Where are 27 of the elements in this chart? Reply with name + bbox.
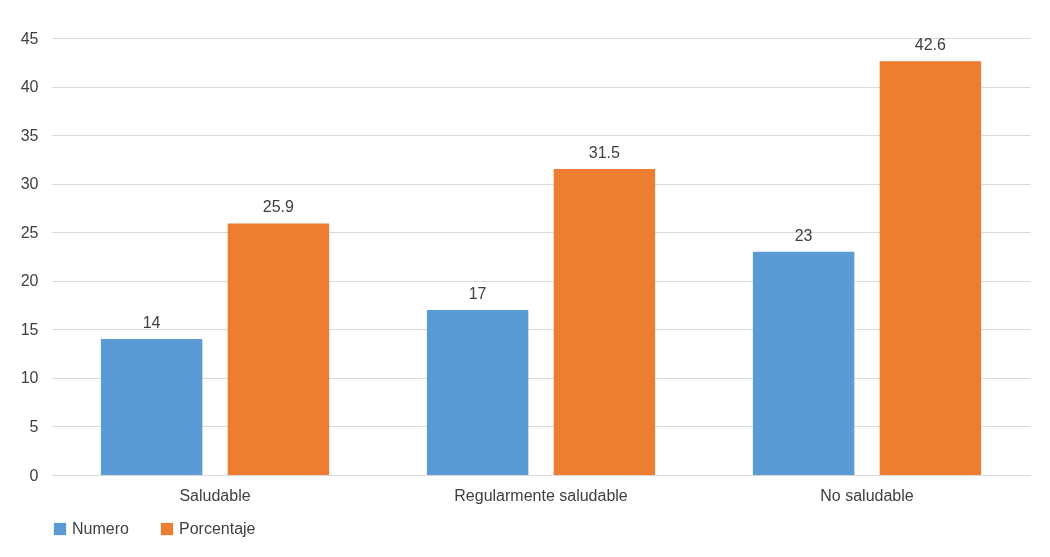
bar [879,61,982,475]
bar [100,339,203,475]
x-tick-label: Saludable [179,486,251,504]
data-label: 31.5 [588,144,621,162]
x-tick-label: No saludable [820,486,914,504]
y-tick-label: 30 [20,175,39,193]
data-label: 25.9 [262,198,295,216]
bar [553,169,656,475]
y-tick-label: 10 [20,369,39,387]
y-tick-label: 5 [29,417,39,435]
bar [752,251,855,475]
data-label: 23 [794,226,813,244]
y-tick-label: 20 [20,272,39,290]
bar [426,309,529,475]
y-tick-label: 45 [20,29,39,47]
data-label: 17 [468,284,487,302]
y-tick-label: 35 [20,126,39,144]
data-label: 42.6 [914,36,947,54]
y-tick-label: 25 [20,223,39,241]
y-tick-label: 15 [20,320,39,338]
y-tick-label: 40 [20,78,39,96]
x-tick-label: Regularmente saludable [454,486,628,504]
bar [227,223,330,475]
data-label: 14 [142,314,161,332]
legend-label: Numero [72,520,130,537]
legend-label: Porcentaje [179,520,256,537]
y-tick-label: 0 [29,466,39,484]
